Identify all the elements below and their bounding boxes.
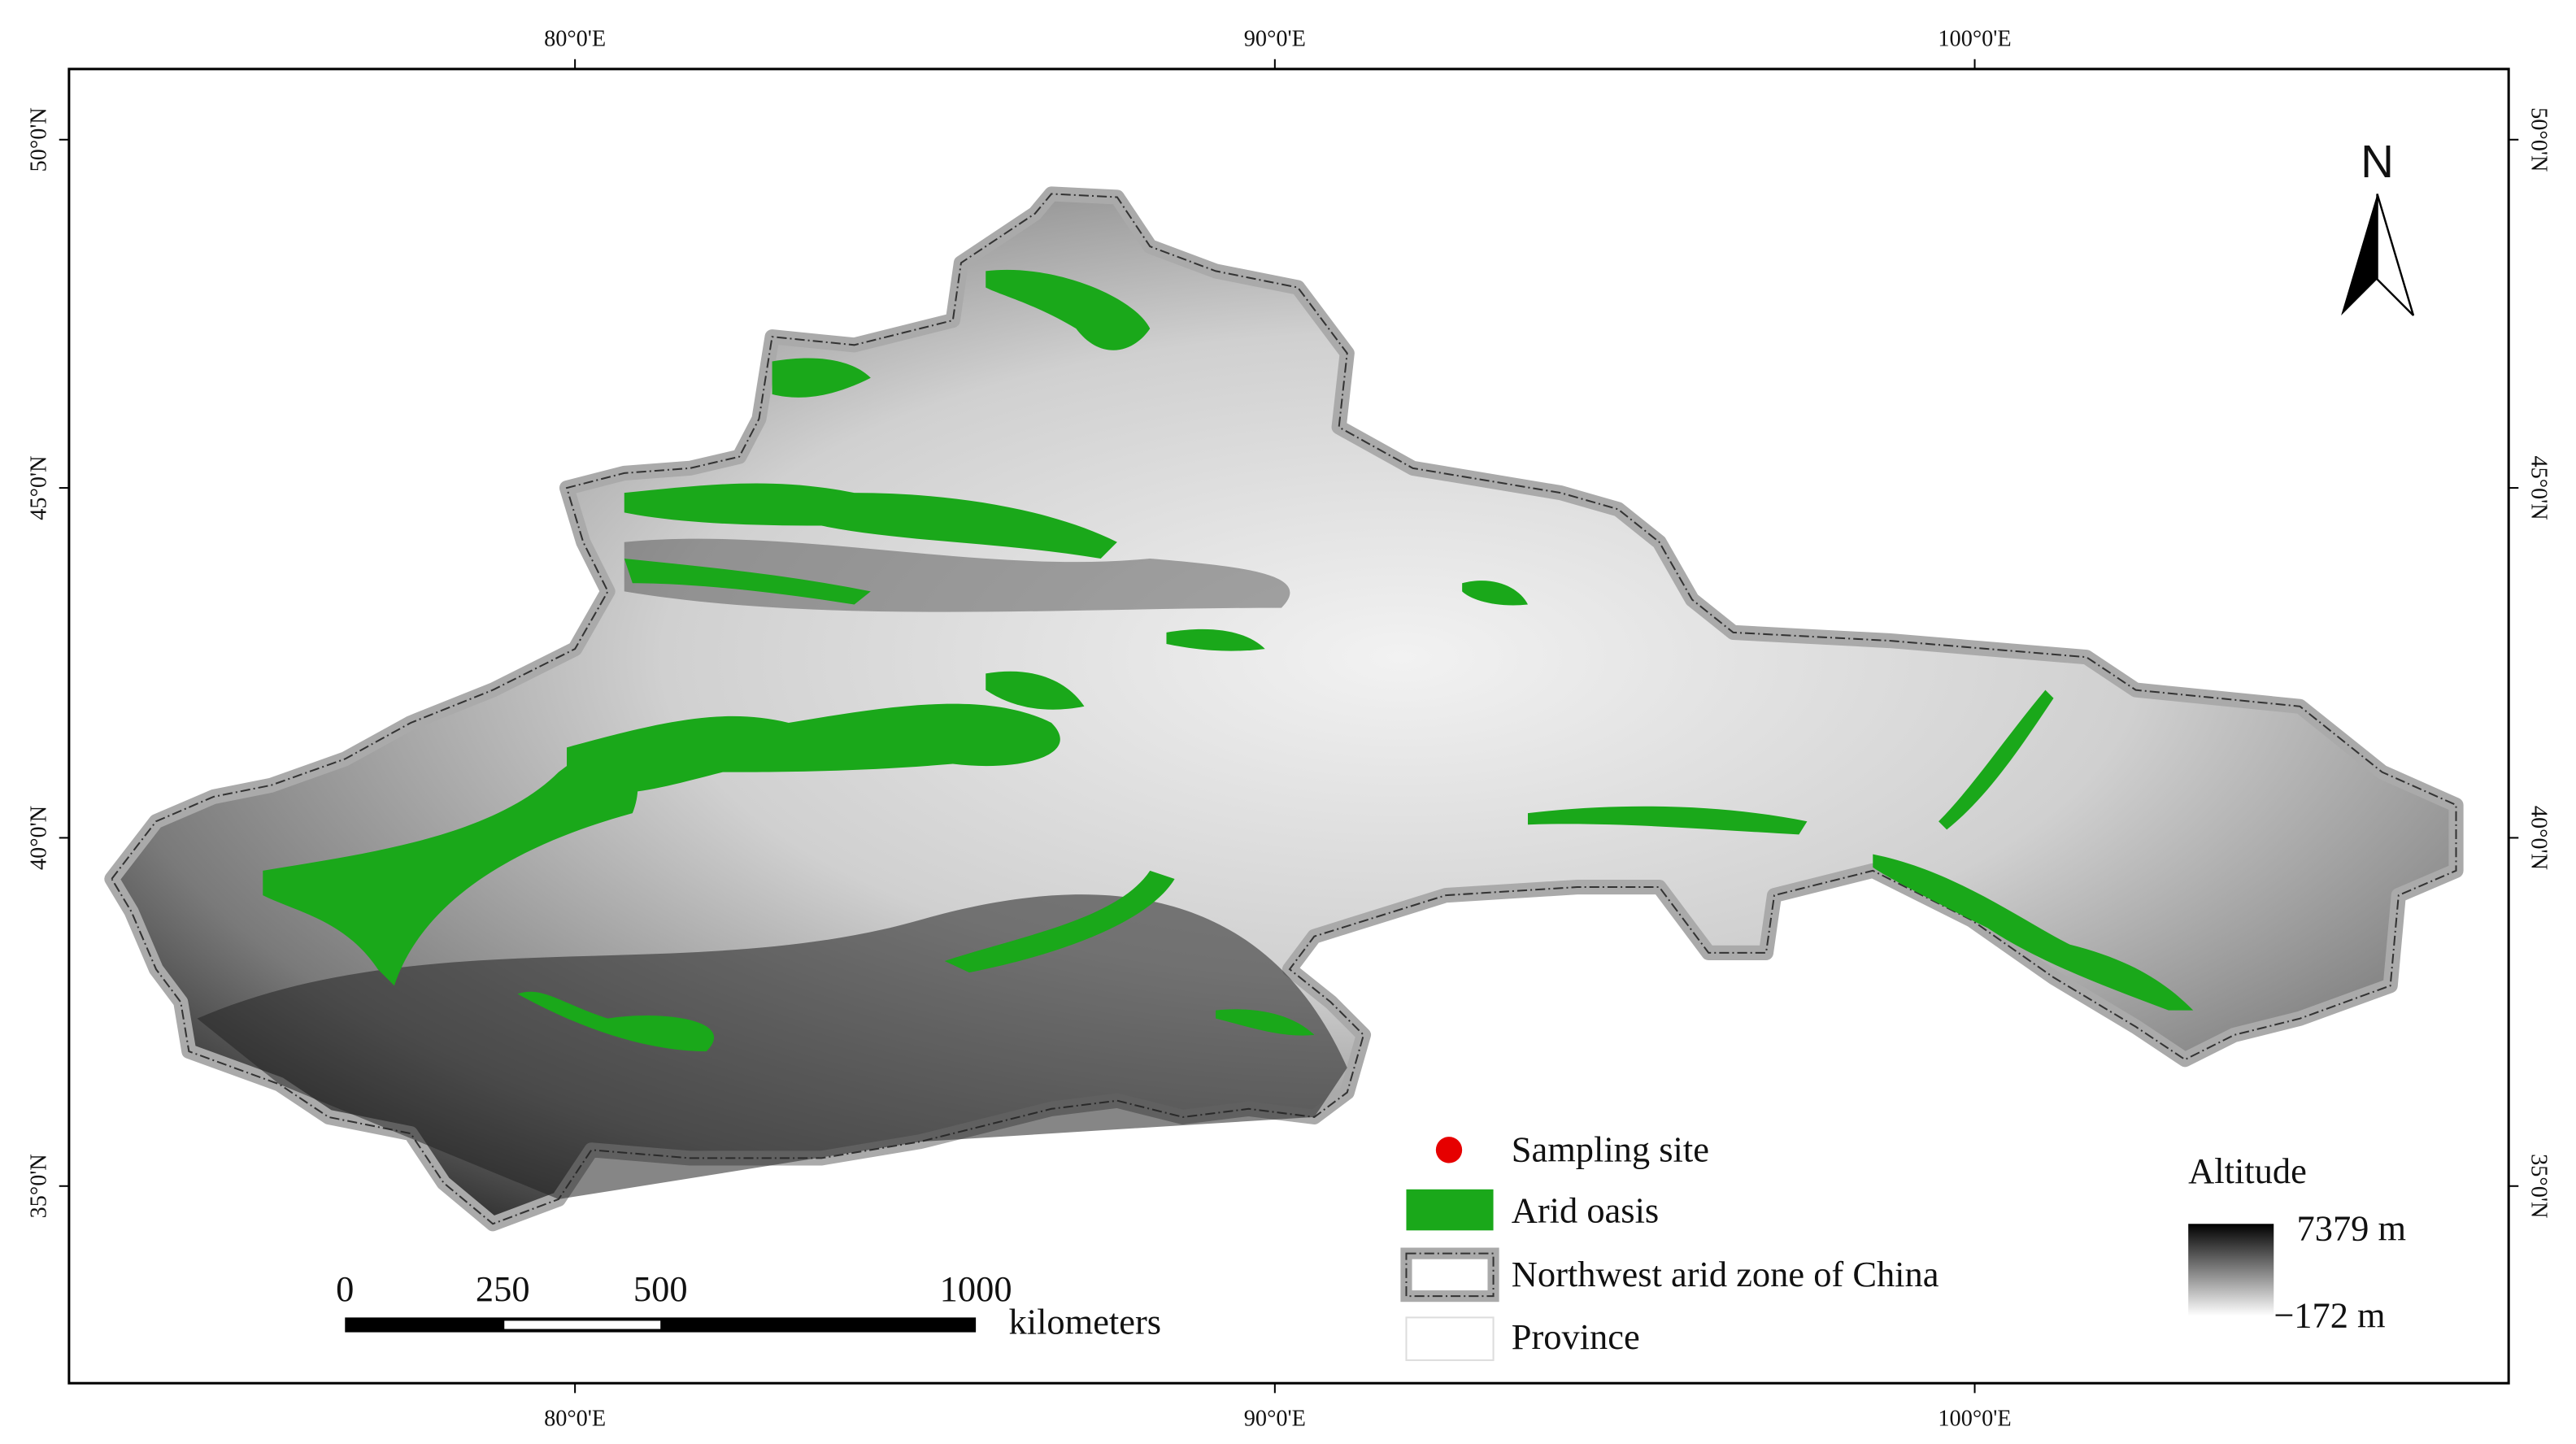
altitude-max: 7379 m xyxy=(2297,1208,2407,1249)
longitude-label: 90°0'E xyxy=(1244,1407,1306,1432)
legend-symbol xyxy=(1405,1316,1495,1361)
legend: Sampling site Arid oasis Northwest arid … xyxy=(1400,1129,1939,1361)
altitude-title: Altitude xyxy=(2188,1150,2307,1191)
legend-symbol xyxy=(1406,1189,1494,1231)
longitude-labels: 80°0'E 90°0'E 100°0'E 80°0'E 90°0'E 100°… xyxy=(544,27,2012,1432)
legend-label: Arid oasis xyxy=(1512,1190,1659,1230)
latitude-label: 50°0'N xyxy=(27,107,52,172)
longitude-label: 100°0'E xyxy=(1938,1407,2011,1432)
longitude-label: 80°0'E xyxy=(544,27,606,52)
latitude-label: 35°0'N xyxy=(2526,1154,2551,1218)
altitude-min: −172 m xyxy=(2274,1295,2385,1336)
scale-label: 0 xyxy=(336,1268,354,1309)
scale-label: 1000 xyxy=(940,1268,1012,1309)
latitude-label: 50°0'N xyxy=(2526,107,2551,172)
scale-label: 250 xyxy=(476,1268,530,1309)
scale-unit: kilometers xyxy=(1009,1302,1162,1342)
longitude-label: 90°0'E xyxy=(1244,27,1306,52)
oasis-areas xyxy=(263,269,2194,1052)
latitude-label: 45°0'N xyxy=(27,455,52,520)
longitude-label: 100°0'E xyxy=(1938,27,2011,52)
latitude-labels: 50°0'N 45°0'N 40°0'N 35°0'N 50°0'N 45°0'… xyxy=(27,107,2552,1218)
legend-symbol xyxy=(1435,1137,1463,1163)
longitude-label: 80°0'E xyxy=(544,1407,606,1432)
region xyxy=(104,186,2464,1232)
altitude-ramp xyxy=(2188,1224,2274,1316)
legend-label: Northwest arid zone of China xyxy=(1512,1254,1939,1294)
latitude-label: 45°0'N xyxy=(2526,455,2551,520)
legend-symbol xyxy=(1400,1247,1499,1303)
tick-marks xyxy=(59,59,2519,1394)
scale-bar: 0 250 500 1000 kilometers xyxy=(336,1268,1161,1342)
scale-label: 500 xyxy=(633,1268,688,1309)
legend-label: Sampling site xyxy=(1512,1129,1709,1170)
altitude-legend: Altitude 7379 m −172 m xyxy=(2188,1150,2406,1336)
latitude-label: 40°0'N xyxy=(27,806,52,870)
map-frame xyxy=(67,67,2510,1385)
latitude-label: 40°0'N xyxy=(2526,806,2551,870)
legend-label: Province xyxy=(1512,1316,1640,1357)
north-label: N xyxy=(2361,136,2394,187)
north-arrow: N xyxy=(2341,136,2415,316)
latitude-label: 35°0'N xyxy=(27,1154,52,1218)
